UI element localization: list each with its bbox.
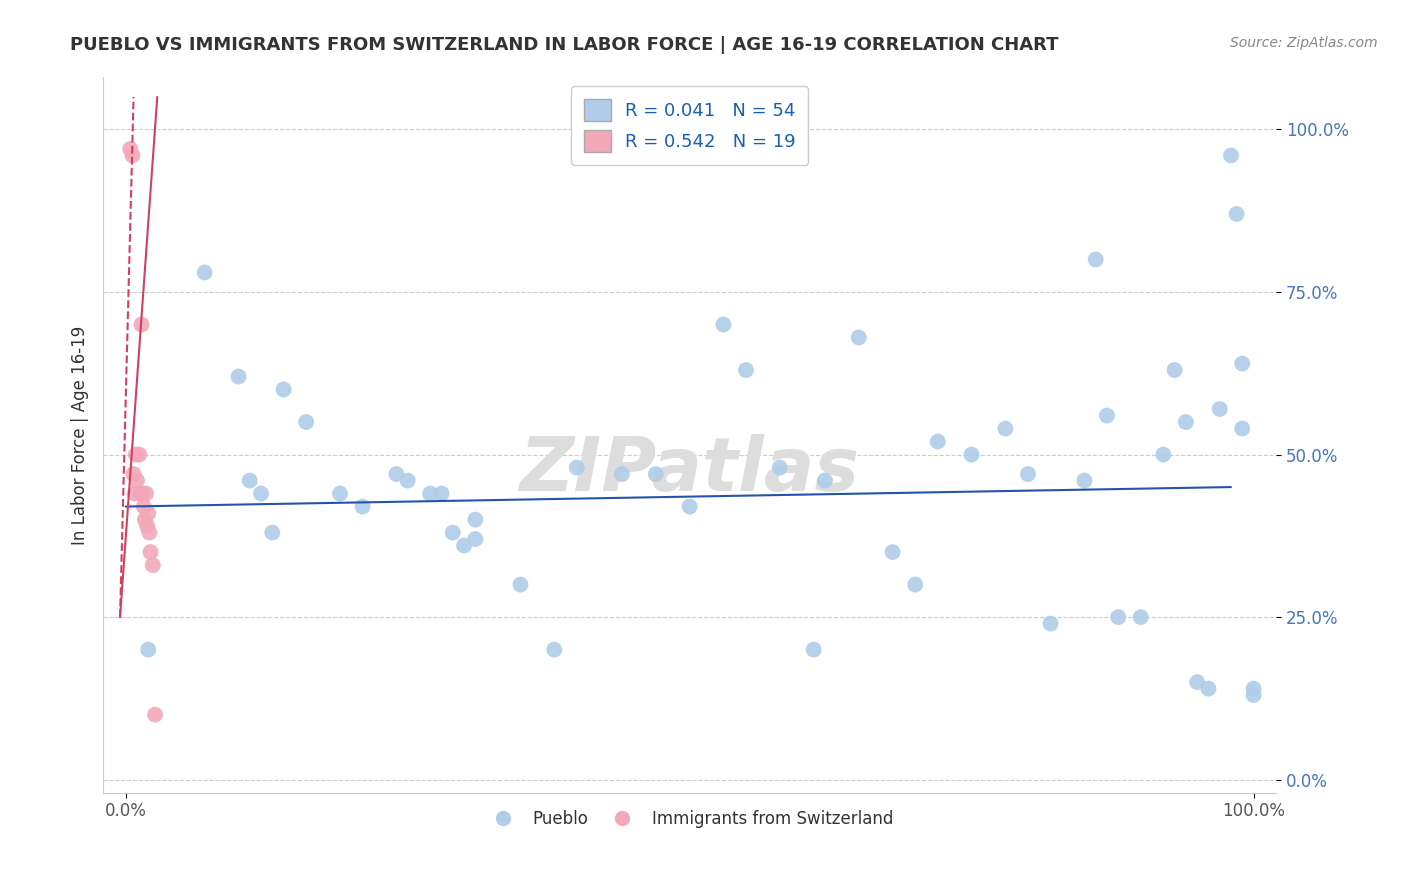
Point <box>610 467 633 481</box>
Point <box>124 486 146 500</box>
Point <box>565 460 588 475</box>
Point <box>134 512 156 526</box>
Point <box>1185 675 1208 690</box>
Point <box>1095 409 1118 423</box>
Point <box>769 460 792 475</box>
Point <box>138 525 160 540</box>
Point <box>121 148 143 162</box>
Point <box>142 558 165 573</box>
Point <box>136 519 159 533</box>
Point <box>194 265 217 279</box>
Point <box>543 642 565 657</box>
Point <box>228 369 250 384</box>
Point <box>239 474 262 488</box>
Point <box>352 500 374 514</box>
Point <box>1232 421 1254 435</box>
Point <box>419 486 441 500</box>
Point <box>441 525 464 540</box>
Point <box>125 474 148 488</box>
Point <box>735 363 758 377</box>
Point <box>131 486 153 500</box>
Point <box>1197 681 1219 696</box>
Point <box>1107 610 1129 624</box>
Text: PUEBLO VS IMMIGRANTS FROM SWITZERLAND IN LABOR FORCE | AGE 16-19 CORRELATION CHA: PUEBLO VS IMMIGRANTS FROM SWITZERLAND IN… <box>70 36 1059 54</box>
Point <box>122 467 145 481</box>
Point <box>1017 467 1039 481</box>
Point <box>430 486 453 500</box>
Point <box>713 318 735 332</box>
Point <box>509 577 531 591</box>
Point <box>994 421 1017 435</box>
Point <box>1039 616 1062 631</box>
Point <box>678 500 700 514</box>
Point <box>1232 357 1254 371</box>
Point <box>1209 402 1232 417</box>
Point <box>1129 610 1152 624</box>
Point <box>1163 363 1185 377</box>
Point <box>464 532 486 546</box>
Point <box>882 545 904 559</box>
Point <box>1243 681 1265 696</box>
Point <box>960 448 983 462</box>
Point <box>464 512 486 526</box>
Point <box>262 525 284 540</box>
Point <box>131 318 153 332</box>
Point <box>136 506 159 520</box>
Y-axis label: In Labor Force | Age 16-19: In Labor Force | Age 16-19 <box>72 326 89 545</box>
Legend: Pueblo, Immigrants from Switzerland: Pueblo, Immigrants from Switzerland <box>479 803 900 834</box>
Point <box>1243 688 1265 702</box>
Point <box>1152 448 1174 462</box>
Point <box>1220 148 1243 162</box>
Point <box>143 707 166 722</box>
Point <box>329 486 352 500</box>
Point <box>120 142 142 156</box>
Point <box>803 642 825 657</box>
Point <box>848 330 870 344</box>
Point <box>125 448 148 462</box>
Point <box>273 383 295 397</box>
Point <box>1084 252 1107 267</box>
Point <box>136 642 159 657</box>
Point <box>904 577 927 591</box>
Text: Source: ZipAtlas.com: Source: ZipAtlas.com <box>1230 36 1378 50</box>
Point <box>453 539 475 553</box>
Point <box>1073 474 1095 488</box>
Point <box>814 474 837 488</box>
Point <box>644 467 666 481</box>
Point <box>132 500 155 514</box>
Point <box>396 474 419 488</box>
Point <box>1174 415 1197 429</box>
Point <box>927 434 949 449</box>
Point <box>135 486 157 500</box>
Point <box>385 467 408 481</box>
Point <box>295 415 318 429</box>
Point <box>128 448 150 462</box>
Text: ZIPatlas: ZIPatlas <box>520 434 859 508</box>
Point <box>1226 207 1249 221</box>
Point <box>129 486 152 500</box>
Point <box>250 486 273 500</box>
Point <box>139 545 162 559</box>
